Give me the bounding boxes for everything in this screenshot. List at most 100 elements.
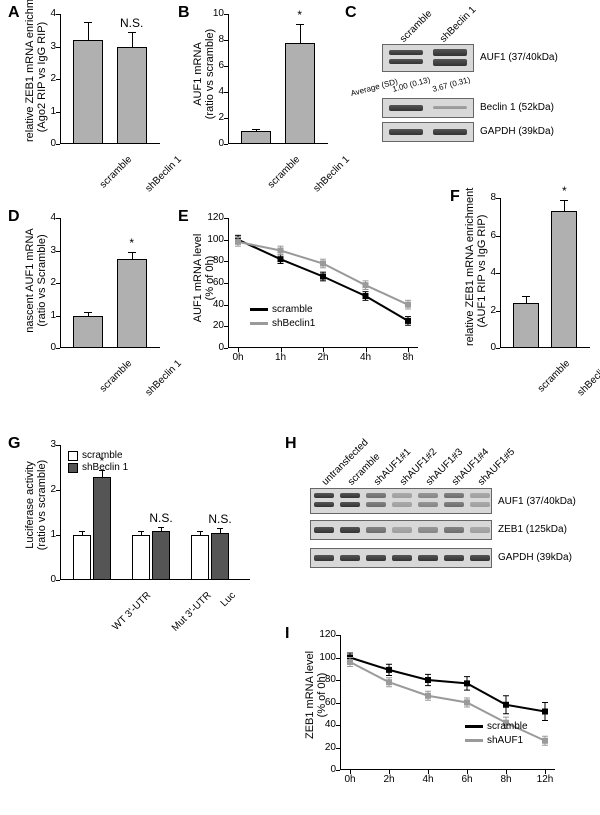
panel-H-label: H bbox=[285, 435, 297, 453]
panelH-blot-row-2 bbox=[310, 548, 492, 568]
panelG-bar-1-0 bbox=[132, 535, 150, 580]
panelA-ytick: 3 bbox=[42, 41, 56, 52]
panel-B-label: B bbox=[178, 4, 190, 22]
panel-G-legend-1-swatch bbox=[68, 463, 78, 473]
panel-A-label: A bbox=[8, 4, 20, 22]
panel-D-label: D bbox=[8, 208, 20, 226]
panelF-xcat-0: scramble bbox=[536, 358, 572, 394]
panelD-ytick: 2 bbox=[42, 277, 56, 288]
panelE-xtick-1: 1h bbox=[269, 352, 293, 363]
panelD-bar-0 bbox=[73, 316, 103, 349]
panelA-ytick: 2 bbox=[42, 73, 56, 84]
panelF-ytick: 6 bbox=[482, 230, 496, 241]
panelE-xtick-0: 0h bbox=[226, 352, 250, 363]
panelG-bar-2-0 bbox=[191, 535, 209, 580]
panel-F-label: F bbox=[450, 188, 460, 206]
panel-C-lane-1: shBeclin 1 bbox=[438, 4, 478, 44]
panel-C-row-2: GAPDH (39kDa) bbox=[480, 126, 554, 137]
panelG-xcat-0: WT 3'-UTR bbox=[110, 590, 153, 633]
panelI-xtick-3: 6h bbox=[455, 774, 479, 785]
panel-H: untransfectedscrambleshAUF1#1shAUF1#2shA… bbox=[300, 440, 590, 600]
panelB-bar-0 bbox=[241, 131, 271, 144]
panel-C-label: C bbox=[345, 4, 357, 22]
panelF-ytick: 8 bbox=[482, 192, 496, 203]
figure: A relative ZEB1 mRNA enrichment(Ago2 RIP… bbox=[0, 0, 600, 815]
panelA-ytick: 4 bbox=[42, 8, 56, 19]
panelA-ytick: 1 bbox=[42, 106, 56, 117]
panelH-rowlabel-1: ZEB1 (125kDa) bbox=[498, 524, 567, 535]
panelB-ytick: 6 bbox=[210, 60, 224, 71]
panelG-sig-2: N.S. bbox=[203, 512, 237, 526]
panel-I: ZEB1 mRNA level(% of 0h) 020406080100120… bbox=[340, 635, 570, 795]
panelI-xtick-0: 0h bbox=[338, 774, 362, 785]
panelB-xcat-1: shBeclin 1 bbox=[311, 154, 351, 194]
panel-C-quant-1: 3.67 (0.31) bbox=[431, 75, 471, 94]
panelG-sig-1: N.S. bbox=[144, 511, 178, 525]
panelA-xcat-1: shBeclin 1 bbox=[143, 154, 183, 194]
panelE-legend-0: scramble bbox=[250, 303, 313, 315]
panel-C-row-1: Beclin 1 (52kDa) bbox=[480, 102, 554, 113]
panel-C: scramble shBeclin 1 AUF1 (37/40kDa) Aver… bbox=[360, 10, 590, 180]
panel-E-label: E bbox=[178, 208, 189, 226]
panelG-sig-0: * bbox=[85, 454, 119, 468]
panelD-xcat-0: scramble bbox=[98, 358, 134, 394]
panel-F: relative ZEB1 mRNA enrichment(AUF1 RIP v… bbox=[500, 198, 590, 368]
panelH-blot-row-0 bbox=[310, 488, 492, 514]
panel-C-quant-0: 1.00 (0.13) bbox=[391, 75, 431, 94]
panelI-xtick-4: 8h bbox=[494, 774, 518, 785]
panelB-bar-1 bbox=[285, 43, 315, 144]
panelG-bar-0-1 bbox=[93, 477, 111, 581]
panelG-xcat-1: Mut 3'-UTR bbox=[170, 590, 214, 634]
panelF-ytick: 2 bbox=[482, 305, 496, 316]
panel-C-blot-gapdh bbox=[382, 122, 474, 142]
panelE-xtick-4: 8h bbox=[396, 352, 420, 363]
panelE-legend-1: shBeclin1 bbox=[250, 317, 315, 329]
panel-C-blot-beclin bbox=[382, 98, 474, 118]
panelH-rowlabel-2: GAPDH (39kDa) bbox=[498, 552, 572, 563]
panelH-blot-row-1 bbox=[310, 520, 492, 540]
panelD-bar-1 bbox=[117, 259, 147, 348]
panel-I-ylabel: ZEB1 mRNA level(% of 0h) bbox=[304, 630, 328, 760]
panelF-ytick: 0 bbox=[482, 342, 496, 353]
panelB-ytick: 4 bbox=[210, 86, 224, 97]
panelF-ytick: 4 bbox=[482, 267, 496, 278]
panelE-xtick-2: 2h bbox=[311, 352, 335, 363]
panelI-xtick-2: 4h bbox=[416, 774, 440, 785]
panelE-xtick-3: 4h bbox=[354, 352, 378, 363]
panelF-bar-0 bbox=[513, 303, 539, 348]
panelD-ytick: 0 bbox=[42, 342, 56, 353]
panel-A: relative ZEB1 mRNA enrichment(Ago2 RIP v… bbox=[60, 14, 160, 164]
panelB-ytick: 8 bbox=[210, 34, 224, 45]
panelH-rowlabel-0: AUF1 (37/40kDa) bbox=[498, 496, 576, 507]
panelF-xcat-1: shBeclin 1 bbox=[576, 358, 600, 398]
panelA-ytick: 0 bbox=[42, 138, 56, 149]
panelG-bar-2-1 bbox=[211, 533, 229, 580]
panelB-ytick: 0 bbox=[210, 138, 224, 149]
panelD-sig-1: * bbox=[112, 236, 152, 250]
panelI-legend-1: shAUF1 bbox=[465, 734, 523, 746]
panelD-ytick: 3 bbox=[42, 245, 56, 256]
panelA-xcat-0: scramble bbox=[98, 154, 134, 190]
panel-E: AUF1 mRNA level(% of 0h) 020406080100120… bbox=[228, 218, 428, 368]
panelG-xcat-2: Luc bbox=[219, 590, 238, 609]
panel-C-row-0: AUF1 (37/40kDa) bbox=[480, 52, 558, 63]
panelF-bar-1 bbox=[551, 211, 577, 348]
panelB-ytick: 2 bbox=[210, 112, 224, 123]
panelB-ytick: 10 bbox=[210, 8, 224, 19]
panel-I-label: I bbox=[285, 625, 289, 643]
panel-C-blot-auf1 bbox=[382, 44, 474, 72]
panel-C-lane-0: scramble bbox=[398, 8, 434, 44]
panelI-xtick-1: 2h bbox=[377, 774, 401, 785]
panel-D: nascent AUF1 mRNA(ratio vs Scramble) 012… bbox=[60, 218, 160, 368]
panelI-xtick-5: 12h bbox=[533, 774, 557, 785]
panelI-legend-0: scramble bbox=[465, 720, 528, 732]
panel-G: Luciferase activity(ratio vs scramble) s… bbox=[60, 445, 260, 615]
panelA-sig-1: N.S. bbox=[112, 16, 152, 30]
panel-I-svg bbox=[340, 635, 555, 770]
panelB-sig-1: * bbox=[280, 8, 320, 22]
panel-G-label: G bbox=[8, 435, 20, 453]
panelB-xcat-0: scramble bbox=[266, 154, 302, 190]
panelG-bar-1-1 bbox=[152, 531, 170, 580]
panelA-bar-1 bbox=[117, 47, 147, 145]
panelF-sig-1: * bbox=[546, 184, 582, 198]
